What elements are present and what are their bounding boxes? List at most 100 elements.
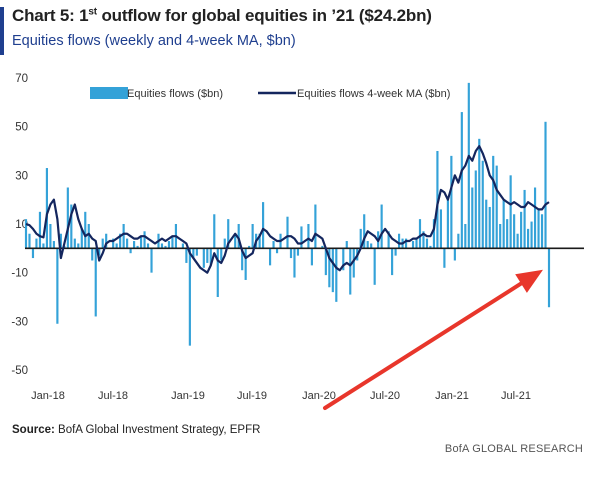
flow-bar bbox=[87, 224, 90, 249]
flow-bar bbox=[188, 248, 191, 346]
flow-bar bbox=[363, 214, 366, 249]
flow-bar bbox=[202, 248, 205, 268]
flow-bar bbox=[94, 248, 97, 317]
flow-bar bbox=[42, 243, 45, 249]
flow-bar bbox=[143, 231, 146, 249]
flow-bar bbox=[474, 170, 477, 249]
flow-bar bbox=[139, 236, 143, 249]
chart-subtitle: Equities flows (weekly and 4-week MA, $b… bbox=[12, 33, 296, 49]
flow-bar bbox=[244, 248, 247, 280]
x-tick-label: Jan-18 bbox=[31, 390, 65, 402]
flow-bar bbox=[310, 248, 313, 266]
flow-bar bbox=[119, 233, 122, 249]
flow-bar bbox=[394, 248, 397, 256]
flow-bar bbox=[289, 248, 293, 259]
flow-bar bbox=[523, 189, 526, 249]
flow-bar bbox=[411, 241, 415, 249]
flow-bar bbox=[167, 241, 171, 249]
source-note: Source: BofA Global Investment Strategy,… bbox=[12, 424, 260, 436]
flow-bar bbox=[527, 228, 530, 249]
flow-bar bbox=[335, 248, 338, 302]
flow-bar bbox=[122, 224, 125, 249]
flow-bar bbox=[492, 155, 495, 249]
flow-bar bbox=[464, 224, 467, 249]
legend-bar-swatch bbox=[90, 87, 128, 99]
flow-bar bbox=[485, 199, 488, 249]
flow-bar bbox=[418, 219, 422, 249]
annotation-arrow bbox=[323, 269, 543, 410]
flow-bar bbox=[49, 224, 52, 249]
flow-bar bbox=[324, 248, 327, 276]
flow-bar bbox=[439, 209, 442, 249]
flow-bar bbox=[56, 248, 59, 324]
flow-bar bbox=[66, 187, 69, 249]
flow-bar bbox=[272, 241, 275, 249]
flow-bar bbox=[436, 151, 439, 249]
weekly-flow-bars bbox=[24, 82, 551, 346]
flow-bar bbox=[28, 233, 31, 249]
annotation-arrow-shaft bbox=[323, 281, 523, 410]
flow-bar bbox=[220, 248, 223, 261]
flow-bar bbox=[314, 204, 317, 249]
flow-bar bbox=[307, 224, 310, 249]
flow-bar bbox=[227, 219, 230, 249]
flow-bar bbox=[450, 155, 453, 249]
flow-bar bbox=[345, 241, 348, 249]
flow-bar bbox=[296, 248, 300, 256]
flow-bar bbox=[366, 241, 369, 249]
flow-bar bbox=[404, 238, 408, 249]
flow-bar bbox=[105, 233, 108, 249]
flow-bar bbox=[530, 221, 533, 249]
equities-flows-chart: 70 50 30 10 -10 -30 -50 Jan-18 Jul-18 Jan-19 Jul-… bbox=[11, 73, 584, 410]
flow-bar bbox=[391, 248, 394, 276]
flow-bar bbox=[380, 204, 383, 249]
flow-bar bbox=[45, 168, 48, 249]
flow-bar bbox=[328, 248, 331, 288]
flow-bar bbox=[446, 199, 449, 249]
legend-line-label: Equities flows 4-week MA ($bn) bbox=[297, 88, 450, 100]
y-tick-label: -50 bbox=[11, 365, 28, 377]
flow-bar bbox=[397, 233, 401, 249]
flow-bar bbox=[293, 248, 296, 278]
y-tick-label: 50 bbox=[15, 122, 28, 134]
flow-bar bbox=[80, 228, 83, 249]
flow-bar bbox=[443, 248, 446, 268]
chart-title-rest: outflow for global equities in ’21 ($24.… bbox=[96, 6, 432, 25]
flow-bar bbox=[101, 238, 104, 249]
flow-bar bbox=[422, 231, 425, 249]
flow-bar bbox=[520, 211, 523, 249]
x-tick-label: Jan-21 bbox=[435, 390, 469, 402]
flow-bar bbox=[91, 248, 94, 261]
flow-bar bbox=[84, 211, 87, 249]
flow-bar bbox=[234, 233, 237, 249]
flow-bar bbox=[248, 245, 251, 249]
flow-bar bbox=[478, 138, 481, 249]
flow-bar bbox=[98, 248, 101, 256]
legend-bar-label: Equities flows ($bn) bbox=[127, 88, 223, 100]
flow-bar bbox=[506, 219, 509, 249]
flow-bar bbox=[467, 82, 470, 249]
x-tick-label: Jan-20 bbox=[302, 390, 336, 402]
flow-bar bbox=[513, 214, 516, 249]
flow-bar bbox=[300, 226, 303, 249]
flow-bar bbox=[59, 233, 62, 249]
flow-bar bbox=[223, 238, 226, 249]
flow-bar bbox=[258, 233, 261, 249]
flow-bar bbox=[537, 209, 540, 249]
flow-bar bbox=[73, 238, 76, 249]
flow-bar bbox=[185, 248, 188, 263]
brand-logo-text: BofA GLOBAL RESEARCH bbox=[444, 443, 583, 455]
flow-bar bbox=[77, 243, 80, 249]
y-tick-label: -30 bbox=[11, 316, 28, 328]
title-accent-bar bbox=[0, 7, 4, 55]
flow-bar bbox=[331, 248, 334, 293]
flow-bar bbox=[540, 214, 544, 249]
source-label: Source: bbox=[12, 424, 55, 436]
flow-bar bbox=[213, 214, 216, 249]
x-tick-labels: Jan-18 Jul-18 Jan-19 Jul-19 Jan-20 Jul-20 Jan-… bbox=[31, 390, 531, 402]
flow-bar bbox=[544, 121, 547, 249]
flow-bar bbox=[502, 199, 505, 249]
flow-bar bbox=[146, 243, 150, 249]
flow-bar bbox=[499, 224, 502, 249]
flow-bar bbox=[481, 160, 484, 249]
